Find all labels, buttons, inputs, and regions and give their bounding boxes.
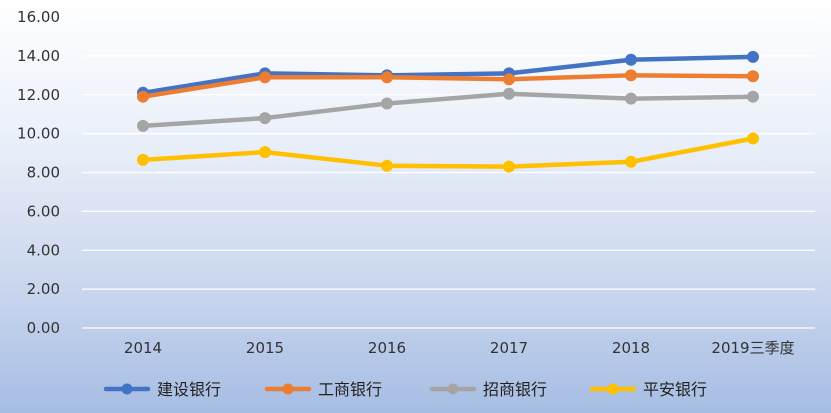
data-point bbox=[259, 112, 271, 125]
data-point bbox=[503, 160, 515, 173]
data-point bbox=[381, 159, 393, 172]
data-point bbox=[381, 71, 393, 84]
grid-lines bbox=[82, 16, 815, 329]
data-point bbox=[747, 70, 759, 83]
data-point bbox=[747, 132, 759, 145]
legend: 建设银行 工商银行 招商银行 平安银行 bbox=[103, 380, 707, 399]
y-tick-label: 14.00 bbox=[17, 47, 60, 65]
legend-swatch-marker bbox=[607, 383, 619, 395]
data-point bbox=[625, 155, 637, 168]
y-axis: 0.00 2.00 4.00 6.00 8.00 10.00 12.00 14.00 16.00 bbox=[17, 8, 60, 337]
legend-swatch-marker bbox=[121, 383, 133, 395]
legend-label: 平安银行 bbox=[643, 380, 707, 399]
data-point bbox=[137, 90, 149, 103]
x-tick-label: 2016 bbox=[368, 339, 406, 357]
series-line bbox=[140, 73, 756, 99]
x-tick-label: 2019三季度 bbox=[711, 339, 794, 357]
legend-item: 平安银行 bbox=[589, 380, 707, 399]
data-point bbox=[381, 97, 393, 110]
y-tick-label: 0.00 bbox=[27, 319, 60, 337]
x-tick-label: 2018 bbox=[612, 339, 650, 357]
series-lines bbox=[137, 50, 759, 173]
legend-item: 建设银行 bbox=[103, 380, 221, 399]
x-tick-label: 2014 bbox=[124, 339, 162, 357]
x-tick-label: 2015 bbox=[246, 339, 284, 357]
legend-swatch-marker bbox=[282, 383, 294, 395]
series-2 bbox=[137, 87, 759, 132]
legend-label: 工商银行 bbox=[318, 380, 382, 399]
x-tick-label: 2017 bbox=[490, 339, 528, 357]
data-point bbox=[137, 153, 149, 166]
data-point bbox=[625, 92, 637, 105]
y-tick-label: 4.00 bbox=[27, 241, 60, 259]
legend-label: 招商银行 bbox=[483, 380, 547, 399]
data-point bbox=[625, 53, 637, 66]
legend-label: 建设银行 bbox=[157, 380, 221, 399]
legend-swatch-marker bbox=[447, 383, 459, 395]
y-tick-label: 6.00 bbox=[27, 202, 60, 220]
y-tick-label: 8.00 bbox=[27, 164, 60, 182]
y-tick-label: 2.00 bbox=[27, 280, 60, 298]
data-point bbox=[747, 50, 759, 63]
data-point bbox=[503, 73, 515, 86]
data-point bbox=[259, 146, 271, 159]
data-point bbox=[259, 71, 271, 84]
series-1 bbox=[137, 69, 759, 103]
data-point bbox=[137, 119, 149, 132]
y-tick-label: 10.00 bbox=[17, 125, 60, 143]
legend-item: 工商银行 bbox=[264, 380, 382, 399]
data-point bbox=[625, 69, 637, 82]
series-line bbox=[140, 136, 756, 169]
legend-item: 招商银行 bbox=[429, 380, 547, 399]
series-line bbox=[140, 54, 756, 96]
data-point bbox=[747, 90, 759, 103]
x-axis: 2014 2015 2016 2017 2018 2019三季度 bbox=[124, 339, 795, 357]
data-point bbox=[503, 87, 515, 100]
series-3 bbox=[137, 132, 759, 173]
y-tick-label: 12.00 bbox=[17, 86, 60, 104]
y-tick-label: 16.00 bbox=[17, 8, 60, 26]
series-line bbox=[140, 91, 756, 129]
